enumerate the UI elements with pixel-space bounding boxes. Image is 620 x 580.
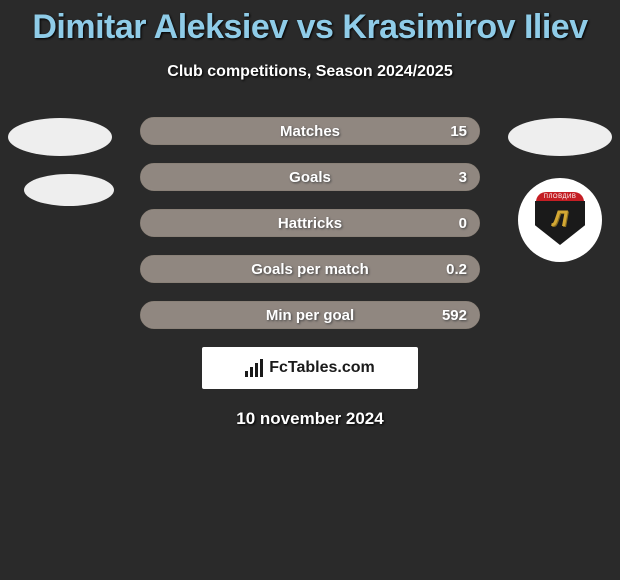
stat-label: Goals per match <box>141 256 479 284</box>
stat-row: Goals per match0.2 <box>140 255 480 283</box>
player-right-avatar <box>508 118 612 156</box>
stat-row: Goals3 <box>140 163 480 191</box>
stat-value-right: 592 <box>442 302 467 330</box>
player-left-avatar <box>8 118 112 156</box>
stat-row: Min per goal592 <box>140 301 480 329</box>
club-shield-letter: Л <box>552 206 567 232</box>
club-right-badge: ПЛОВДИВ Л <box>518 178 602 262</box>
stat-value-right: 3 <box>459 164 467 192</box>
brand-badge[interactable]: FcTables.com <box>202 347 418 389</box>
stat-label: Hattricks <box>141 210 479 238</box>
club-shield-top-text: ПЛОВДИВ <box>536 192 584 202</box>
club-left-placeholder <box>24 174 114 206</box>
stat-row: Hattricks0 <box>140 209 480 237</box>
stat-label: Goals <box>141 164 479 192</box>
comparison-subtitle: Club competitions, Season 2024/2025 <box>0 63 620 81</box>
stat-label: Min per goal <box>141 302 479 330</box>
bars-chart-icon <box>245 359 263 377</box>
comparison-title: Dimitar Aleksiev vs Krasimirov Iliev <box>0 0 620 47</box>
stats-list: Matches15 Goals3 Hattricks0 Goals per match… <box>140 117 480 329</box>
stat-value-right: 0.2 <box>446 256 467 284</box>
stat-value-right: 0 <box>459 210 467 238</box>
stat-row: Matches15 <box>140 117 480 145</box>
club-shield-icon: ПЛОВДИВ Л <box>530 190 590 250</box>
stat-value-right: 15 <box>450 118 467 146</box>
snapshot-date: 10 november 2024 <box>0 409 620 429</box>
brand-text: FcTables.com <box>269 359 375 377</box>
player-right-avatar-group <box>508 118 612 156</box>
player-left-avatar-group <box>8 118 114 206</box>
stat-label: Matches <box>141 118 479 146</box>
